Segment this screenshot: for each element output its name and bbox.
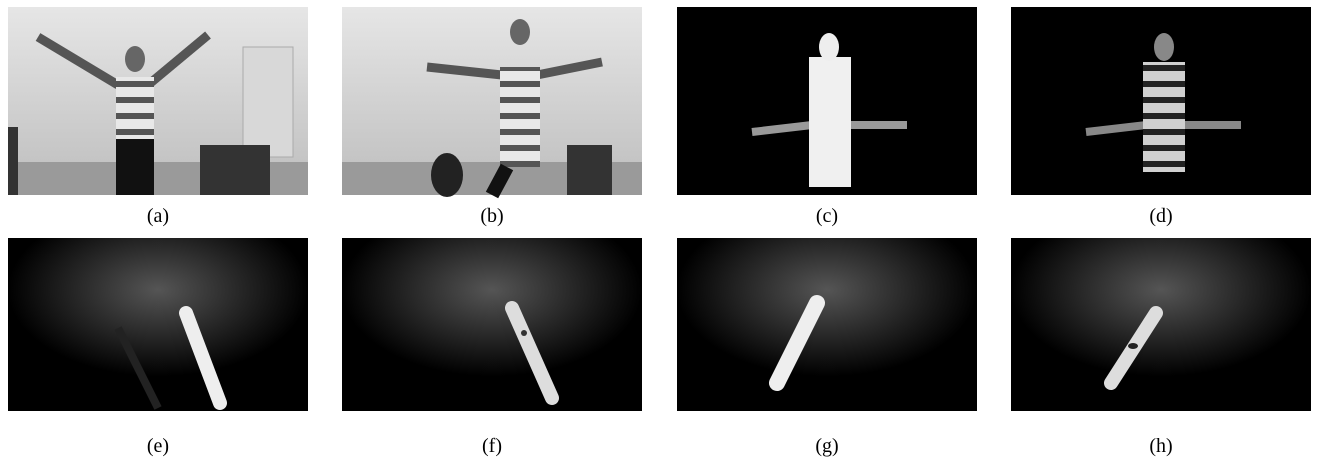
caption: (b) [480, 205, 503, 227]
panel-image [1011, 7, 1311, 195]
panel-image [677, 7, 977, 195]
panel-image [677, 238, 977, 411]
figure: (a) (b) (c) (d) (e) (f) (g) (h) [0, 0, 1321, 466]
caption: (c) [816, 205, 838, 227]
panel-image [1011, 238, 1311, 411]
caption: (d) [1149, 205, 1172, 227]
caption: (a) [147, 205, 169, 227]
panel-image [342, 238, 642, 411]
caption: (f) [482, 435, 502, 457]
panel-image [8, 7, 308, 195]
panel-image [342, 7, 642, 197]
panel-image [8, 238, 308, 411]
caption: (h) [1149, 435, 1172, 457]
caption: (e) [147, 435, 169, 457]
page: (a) (b) (c) (d) (e) (f) (g) (h) (() => {… [0, 0, 1321, 466]
caption: (g) [815, 435, 838, 457]
